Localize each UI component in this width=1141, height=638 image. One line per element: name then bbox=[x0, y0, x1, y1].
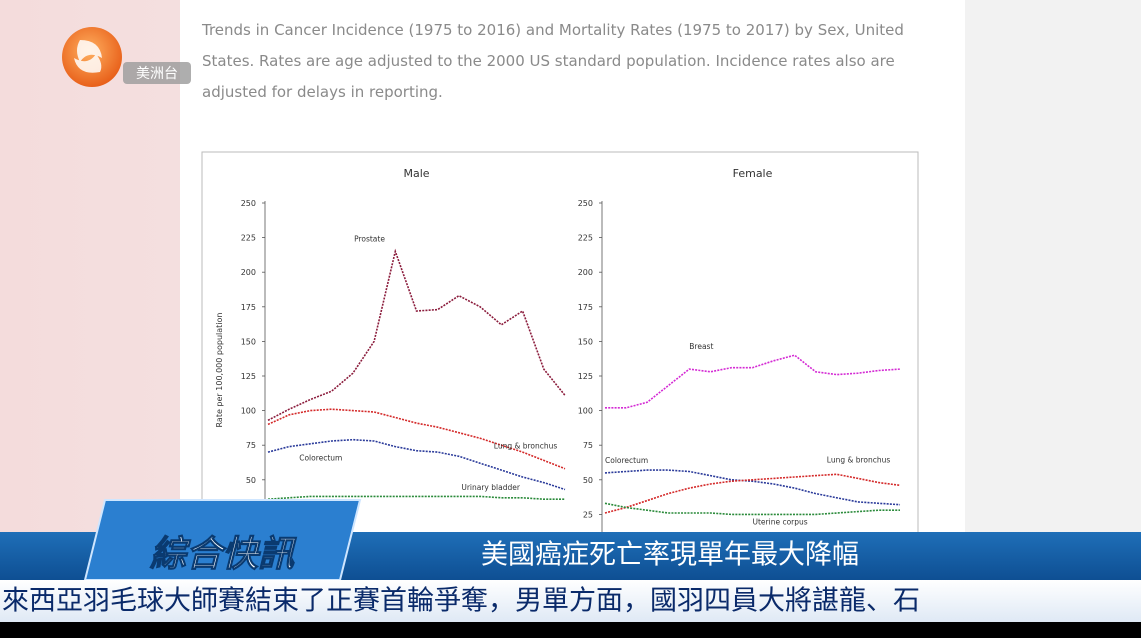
series-label: Breast bbox=[689, 342, 713, 351]
y-tick-label: 175 bbox=[578, 303, 593, 312]
series-line bbox=[267, 248, 566, 422]
series-line bbox=[604, 469, 901, 506]
series-label: Lung & bronchus bbox=[827, 455, 891, 464]
series-line bbox=[604, 473, 901, 514]
y-tick-label: 200 bbox=[578, 268, 593, 277]
ticker-band bbox=[0, 580, 1141, 622]
series-label: Urinary bladder bbox=[461, 483, 520, 492]
series-line bbox=[604, 502, 900, 516]
y-tick-label: 150 bbox=[578, 337, 593, 346]
series-label: Lung & bronchus bbox=[494, 441, 558, 450]
y-tick-label: 100 bbox=[578, 407, 593, 416]
section-title: 綜合快訊 bbox=[149, 534, 297, 575]
series-line bbox=[267, 495, 565, 500]
y-tick-label: 125 bbox=[578, 372, 593, 381]
series-label: Prostate bbox=[354, 234, 385, 243]
series-line bbox=[605, 354, 901, 409]
y-tick-label: 225 bbox=[578, 234, 593, 243]
news-banner: 綜合快訊 美國癌症死亡率現單年最大降幅 來西亞羽毛球大師賽結束了正賽首輪爭奪，男… bbox=[0, 499, 1141, 638]
chart-title: Female bbox=[733, 167, 773, 180]
ticker-text: 來西亞羽毛球大師賽結束了正賽首輪爭奪，男單方面，國羽四員大將諶龍、石 bbox=[2, 586, 920, 617]
background-right bbox=[965, 0, 1141, 638]
y-tick-label: 250 bbox=[241, 199, 256, 208]
headline: 美國癌症死亡率現單年最大降幅 bbox=[481, 540, 859, 571]
logo-mark bbox=[62, 27, 122, 87]
caption-line: adjusted for delays in reporting. bbox=[202, 83, 443, 101]
series-label: Colorectum bbox=[299, 454, 342, 463]
chart-title: Male bbox=[403, 167, 429, 180]
caption-line: Trends in Cancer Incidence (1975 to 2016… bbox=[201, 21, 904, 39]
caption-line: States. Rates are age adjusted to the 20… bbox=[202, 52, 895, 70]
y-tick-label: 100 bbox=[241, 407, 256, 416]
y-tick-label: 200 bbox=[241, 268, 256, 277]
y-tick-label: 50 bbox=[583, 476, 593, 485]
y-tick-label: 75 bbox=[246, 441, 256, 450]
series-label: Uterine corpus bbox=[753, 517, 808, 526]
y-tick-label: 150 bbox=[241, 337, 256, 346]
y-tick-label: 25 bbox=[583, 510, 593, 519]
y-tick-label: 50 bbox=[246, 476, 256, 485]
y-axis-label: Rate per 100,000 population bbox=[215, 313, 224, 428]
y-tick-label: 75 bbox=[583, 441, 593, 450]
logo-swirl bbox=[74, 40, 102, 73]
logo-badge bbox=[123, 62, 191, 84]
y-tick-label: 125 bbox=[241, 372, 256, 381]
series-line bbox=[267, 408, 566, 470]
series-line bbox=[267, 438, 566, 491]
y-tick-label: 250 bbox=[578, 199, 593, 208]
series-label: Colorectum bbox=[605, 456, 648, 465]
y-tick-label: 225 bbox=[241, 234, 256, 243]
y-tick-label: 175 bbox=[241, 303, 256, 312]
logo-text: 美洲台 bbox=[136, 66, 178, 82]
bottom-bar bbox=[0, 622, 1141, 638]
logo: 美洲台 bbox=[62, 27, 191, 87]
